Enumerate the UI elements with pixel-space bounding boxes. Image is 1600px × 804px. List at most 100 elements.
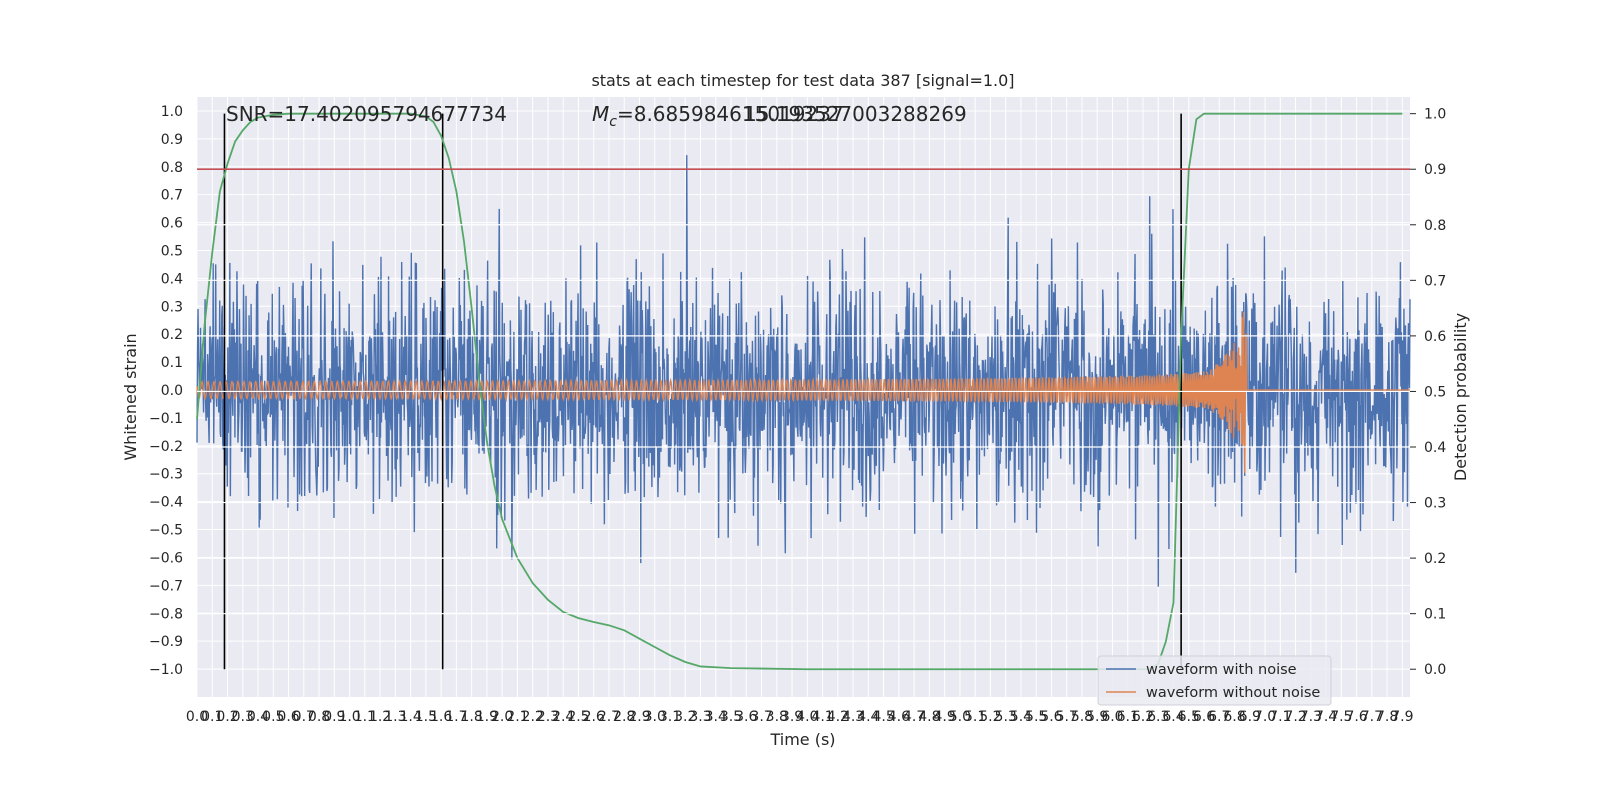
y-tick-label-left: 0.9 bbox=[161, 132, 183, 148]
y-axis-left-ticks: 1.0 0.9 0.8 0.7 0.6 0.5 0.4 0.3 0.2 0.1 0.0 −0.1 −0.… bbox=[149, 104, 183, 678]
y-tick-label-right: 0.4 bbox=[1424, 440, 1446, 456]
x-tick-label: 5.2 bbox=[979, 709, 1001, 725]
x-tick-label: 5.3 bbox=[995, 709, 1017, 725]
x-tick-label: 5.8 bbox=[1071, 709, 1093, 725]
x-tick-label: 1.1 bbox=[354, 709, 376, 725]
y-tick-label-left: −1.0 bbox=[149, 662, 183, 678]
x-tick-label: 0.9 bbox=[323, 709, 345, 725]
x-tick-label: 5.1 bbox=[964, 709, 986, 725]
y-tick-label-left: 0.3 bbox=[161, 299, 183, 315]
x-tick-label: 3.8 bbox=[766, 709, 788, 725]
x-tick-label: 6.3 bbox=[1147, 709, 1169, 725]
y-tick-label-right: 0.9 bbox=[1424, 162, 1446, 178]
x-tick-label: 0.1 bbox=[201, 709, 223, 725]
x-tick-label: 2.6 bbox=[583, 709, 605, 725]
x-tick-label: 4.0 bbox=[796, 709, 818, 725]
y-tick-label-left: −0.4 bbox=[149, 495, 183, 511]
x-tick-label: 0.6 bbox=[277, 709, 299, 725]
x-tick-label: 2.2 bbox=[522, 709, 544, 725]
y-tick-label-left: 0.6 bbox=[161, 216, 183, 232]
x-tick-label: 7.2 bbox=[1284, 709, 1306, 725]
x-tick-label: 5.4 bbox=[1010, 709, 1032, 725]
x-tick-label: 1.6 bbox=[430, 709, 452, 725]
x-tick-label: 7.9 bbox=[1391, 709, 1413, 725]
y-axis-right-ticks: 1.0 0.9 0.8 0.7 0.6 0.5 0.4 0.3 0.2 0.1 0.0 bbox=[1410, 107, 1446, 678]
y-tick-label-right: 0.3 bbox=[1424, 496, 1446, 512]
y-tick-label-left: 0.5 bbox=[161, 243, 183, 259]
x-tick-label: 6.4 bbox=[1162, 709, 1184, 725]
x-tick-label: 2.8 bbox=[613, 709, 635, 725]
y-tick-label-right: 0.2 bbox=[1424, 551, 1446, 567]
line-waveform-without-noise bbox=[196, 311, 1410, 474]
x-tick-label: 0.0 bbox=[186, 709, 208, 725]
x-tick-label: 1.8 bbox=[461, 709, 483, 725]
y-tick-label-right: 0.0 bbox=[1424, 662, 1446, 678]
y-tick-label-left: −0.7 bbox=[149, 578, 183, 594]
y-tick-label-left: 0.0 bbox=[161, 383, 183, 399]
snr-annotation: SNR=17.402095794677734 bbox=[226, 102, 507, 126]
y-tick-label-left: −0.8 bbox=[149, 606, 183, 622]
x-tick-label: 4.3 bbox=[842, 709, 864, 725]
x-tick-label: 4.2 bbox=[827, 709, 849, 725]
x-tick-label: 2.3 bbox=[537, 709, 559, 725]
x-tick-label: 2.7 bbox=[598, 709, 620, 725]
x-tick-label: 1.5 bbox=[415, 709, 437, 725]
line-detection-probability bbox=[196, 112, 1403, 671]
x-tick-label: 1.3 bbox=[384, 709, 406, 725]
legend-box bbox=[1097, 655, 1332, 706]
y-tick-label-right: 0.5 bbox=[1424, 384, 1446, 400]
x-tick-label: 6.7 bbox=[1208, 709, 1230, 725]
x-tick-label: 0.4 bbox=[247, 709, 269, 725]
x-tick-label: 6.8 bbox=[1223, 709, 1245, 725]
chirp-mass-value: =8.685984615019237 bbox=[617, 102, 844, 126]
x-tick-label: 4.1 bbox=[811, 709, 833, 725]
x-tick-label: 4.5 bbox=[872, 709, 894, 725]
x-tick-label: 2.4 bbox=[552, 709, 574, 725]
x-tick-label: 1.7 bbox=[445, 709, 467, 725]
y-tick-label-left: 0.2 bbox=[161, 327, 183, 343]
y-tick-label-right: 0.6 bbox=[1424, 329, 1446, 345]
x-tick-label: 5.9 bbox=[1086, 709, 1108, 725]
x-tick-label: 0.7 bbox=[293, 709, 315, 725]
x-tick-label: 0.5 bbox=[262, 709, 284, 725]
x-tick-label: 1.4 bbox=[399, 709, 421, 725]
x-tick-label: 6.5 bbox=[1178, 709, 1200, 725]
x-tick-label: 2.5 bbox=[567, 709, 589, 725]
y-tick-label-left: −0.6 bbox=[149, 550, 183, 566]
x-tick-label: 3.1 bbox=[659, 709, 681, 725]
x-tick-label: 0.8 bbox=[308, 709, 330, 725]
x-tick-label: 5.0 bbox=[949, 709, 971, 725]
x-tick-label: 0.3 bbox=[232, 709, 254, 725]
x-tick-label: 7.8 bbox=[1376, 709, 1398, 725]
x-tick-label: 3.0 bbox=[644, 709, 666, 725]
x-tick-label: 7.7 bbox=[1361, 709, 1383, 725]
overlap-annotation: 15.193527003288269 bbox=[744, 102, 967, 126]
x-tick-label: 3.5 bbox=[720, 709, 742, 725]
x-tick-label: 5.5 bbox=[1025, 709, 1047, 725]
x-tick-label: 4.7 bbox=[903, 709, 925, 725]
y-tick-label-left: 0.8 bbox=[161, 160, 183, 176]
legend-label-noise: waveform with noise bbox=[1146, 662, 1297, 678]
y-tick-label-left: 0.1 bbox=[161, 355, 183, 371]
x-tick-label: 3.6 bbox=[735, 709, 757, 725]
x-tick-label: 5.6 bbox=[1040, 709, 1062, 725]
x-tick-label: 1.2 bbox=[369, 709, 391, 725]
series-detection-probability bbox=[196, 112, 1403, 671]
x-tick-label: 5.7 bbox=[1056, 709, 1078, 725]
chart-title: stats at each timestep for test data 387… bbox=[591, 71, 1014, 90]
y-tick-label-left: −0.9 bbox=[149, 634, 183, 650]
y-tick-label-right: 0.1 bbox=[1424, 607, 1446, 623]
chirp-mass-subscript: c bbox=[609, 114, 617, 130]
y-tick-label-left: 0.4 bbox=[161, 271, 183, 287]
x-tick-label: 1.0 bbox=[338, 709, 360, 725]
x-tick-label: 6.6 bbox=[1193, 709, 1215, 725]
y-axis-left-label: Whitened strain bbox=[121, 333, 140, 460]
y-tick-label-left: −0.5 bbox=[149, 523, 183, 539]
x-axis-ticks: 0.00.10.20.30.40.50.60.70.80.91.01.11.21… bbox=[186, 709, 1414, 725]
x-tick-label: 6.9 bbox=[1239, 709, 1261, 725]
y-tick-label-right: 1.0 bbox=[1424, 107, 1446, 123]
x-tick-label: 2.1 bbox=[506, 709, 528, 725]
y-tick-label-left: 0.7 bbox=[161, 188, 183, 204]
